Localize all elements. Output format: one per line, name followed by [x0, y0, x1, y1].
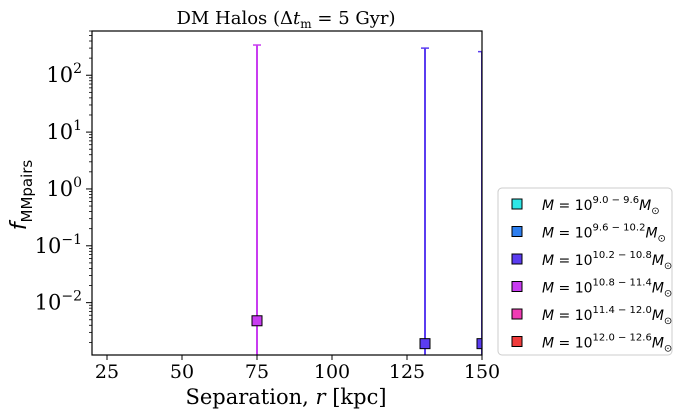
legend-box [497, 187, 673, 356]
legend-label: M = 1011.4 − 12.0M⊙ [542, 305, 672, 327]
legend-marker [511, 253, 523, 265]
legend-entry: M = 109.0 − 9.6M⊙ [511, 195, 660, 217]
y-tick-label-base: 10 [46, 177, 73, 201]
y-tick-label-exp: −1 [61, 232, 82, 248]
y-tick-label-exp: 0 [73, 175, 82, 191]
y-tick-label-base: 10 [46, 120, 73, 144]
y-tick-label: 100 [46, 175, 82, 201]
y-tick-label: 102 [46, 61, 82, 87]
legend-entry: M = 1010.2 − 10.8M⊙ [511, 250, 672, 272]
y-tick-label-exp: −2 [61, 289, 82, 305]
legend-entry: M = 1010.8 − 11.4M⊙ [511, 278, 672, 300]
legend-label: M = 1010.2 − 10.8M⊙ [542, 250, 672, 272]
y-tick-label: 101 [46, 118, 82, 144]
chart-title-var: t [293, 8, 301, 29]
y-axis-label-sub: MMpairs [18, 160, 36, 223]
legend-marker [511, 308, 523, 320]
data-layer [251, 44, 482, 355]
y-tick-label-exp: 2 [73, 61, 82, 77]
svg-text:fMMpairs: fMMpairs [7, 160, 36, 231]
axes-frame [91, 30, 483, 356]
x-tick-label: 150 [464, 361, 500, 383]
x-axis-label: Separation, r [kpc] [185, 385, 386, 409]
legend: M = 109.0 − 9.6M⊙ M = 109.6 − 10.2M⊙ M = 1… [497, 187, 673, 356]
legend-entry: M = 1012.0 − 12.6M⊙ [511, 333, 672, 355]
chart-title-prefix: DM Halos (Δ [176, 8, 293, 29]
legend-entry: M = 109.6 − 10.2M⊙ [511, 223, 666, 245]
legend-marker [511, 198, 523, 210]
plot-background [92, 31, 482, 355]
x-tick-label: 25 [95, 361, 119, 383]
y-tick-label-exp: 1 [73, 118, 82, 134]
data-point [251, 315, 263, 327]
legend-label: M = 109.6 − 10.2M⊙ [542, 223, 666, 245]
y-tick-label: 10−2 [35, 289, 82, 315]
chart-title: DM Halos (Δtm = 5 Gyr) [176, 8, 395, 31]
data-point [476, 338, 482, 350]
legend-marker [511, 226, 523, 237]
y-axis-label: fMMpairs [7, 160, 36, 231]
x-axis-label-suffix: [kpc] [326, 385, 387, 409]
data-point [419, 338, 431, 350]
y-tick-label-base: 10 [46, 63, 73, 87]
axes-border [91, 30, 483, 356]
x-axis-label-var: r [315, 385, 327, 409]
legend-label: M = 1012.0 − 12.6M⊙ [542, 333, 672, 355]
y-tick-label-base: 10 [35, 291, 62, 315]
y-tick-label-base: 10 [35, 234, 62, 258]
chart-title-suffix: = 5 Gyr) [312, 8, 396, 29]
legend-label: M = 109.0 − 9.6M⊙ [542, 195, 660, 217]
plot-area [92, 31, 482, 355]
x-tick-label: 125 [389, 361, 425, 383]
legend-marker [511, 336, 523, 347]
x-tick-label: 50 [170, 361, 194, 383]
x-tick-label: 75 [245, 361, 269, 383]
x-axis-label-prefix: Separation, [185, 385, 315, 409]
legend-marker [511, 281, 523, 292]
x-tick-label: 100 [314, 361, 350, 383]
legend-label: M = 1010.8 − 11.4M⊙ [542, 278, 672, 300]
legend-entry: M = 1011.4 − 12.0M⊙ [511, 305, 672, 327]
chart-title-sub: m [300, 17, 312, 31]
x-axis-ticks: 25 50 75 100 125 150 [95, 355, 500, 383]
y-axis-label-main: f [7, 219, 32, 230]
y-tick-label: 10−1 [35, 232, 82, 258]
